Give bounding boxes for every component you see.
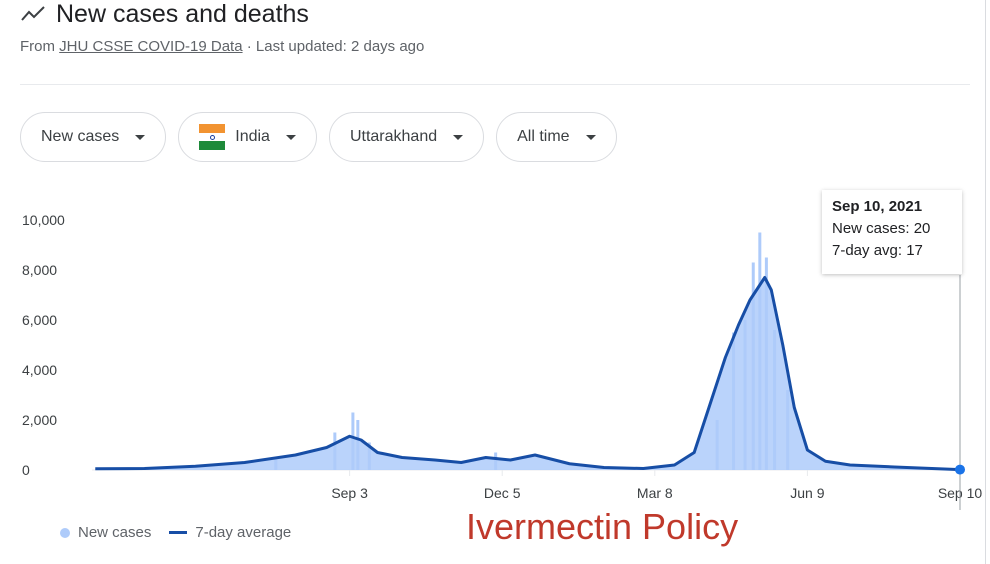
new-cases-bar	[367, 442, 371, 470]
metric-dropdown-label: New cases	[41, 128, 120, 145]
y-tick-label: 2,000	[22, 412, 57, 428]
new-cases-bar	[773, 330, 777, 470]
seven-day-average-line	[95, 276, 961, 472]
y-tick-label: 10,000	[22, 212, 65, 228]
cases-chart[interactable]: 0 2,000 4,000 6,000 8,000 10,000 Sep 3 Dec 5 Mar…	[0, 185, 990, 515]
y-tick-label: 0	[22, 462, 30, 478]
x-tick-label: Dec 5	[484, 485, 521, 501]
new-cases-bar	[786, 390, 790, 470]
chevron-down-icon	[453, 134, 464, 140]
new-cases-bar	[732, 332, 736, 470]
divider	[20, 84, 970, 85]
chevron-down-icon	[585, 134, 596, 140]
new-cases-bar	[351, 412, 355, 470]
india-flag-icon	[199, 124, 226, 151]
x-tick-label: Mar 8	[637, 485, 673, 501]
new-cases-area	[95, 277, 960, 470]
tooltip-new-cases: New cases: 20	[832, 220, 931, 237]
overlay-caption: Ivermectin Policy	[466, 506, 739, 547]
x-tick-label: Jun 9	[790, 485, 824, 501]
new-cases-bar	[333, 432, 337, 470]
legend-dot-icon	[60, 527, 70, 538]
legend-new-cases-label: New cases	[78, 524, 152, 541]
region-dropdown-label: Uttarakhand	[349, 128, 438, 145]
country-dropdown-label: India	[235, 128, 270, 145]
time-range-dropdown-label: All time	[517, 128, 570, 145]
legend-7day: 7-day average	[169, 524, 291, 541]
header: New cases and deaths	[20, 0, 309, 28]
legend-new-cases: New cases	[60, 524, 151, 541]
time-range-dropdown[interactable]: All time	[496, 112, 617, 162]
y-tick-label: 4,000	[22, 362, 57, 378]
tooltip-date: Sep 10, 2021	[832, 198, 923, 215]
chevron-down-icon	[135, 134, 146, 140]
new-cases-bar	[764, 257, 768, 470]
card-border	[985, 0, 986, 564]
source-line: From JHU CSSE COVID-19 Data · Last updat…	[20, 38, 424, 55]
region-dropdown[interactable]: Uttarakhand	[328, 112, 485, 162]
country-dropdown[interactable]: India	[178, 112, 317, 162]
chart-tooltip: Sep 10, 2021 New cases: 20 7-day avg: 17	[822, 190, 962, 274]
legend-line-icon	[169, 531, 188, 534]
new-cases-bar	[751, 262, 755, 470]
page-title: New cases and deaths	[56, 0, 309, 28]
new-cases-bar	[743, 320, 747, 470]
filter-bar: New cases India Uttarakhand All time	[20, 112, 617, 162]
hover-marker	[955, 464, 965, 475]
y-tick-label: 6,000	[22, 312, 57, 328]
source-prefix: From	[20, 38, 55, 55]
tooltip-avg: 7-day avg: 17	[832, 242, 923, 259]
y-tick-label: 8,000	[22, 262, 57, 278]
source-link[interactable]: JHU CSSE COVID-19 Data	[59, 38, 243, 55]
chart-legend: New cases 7-day average	[60, 524, 291, 541]
new-cases-bar	[356, 420, 360, 470]
metric-dropdown[interactable]: New cases	[20, 112, 167, 162]
new-cases-bar	[274, 457, 278, 470]
new-cases-bar	[758, 232, 762, 470]
new-cases-bar	[494, 452, 498, 470]
chevron-down-icon	[285, 134, 296, 140]
legend-7day-label: 7-day average	[195, 524, 292, 541]
x-tick-label: Sep 3	[331, 485, 368, 501]
last-updated: · Last updated: 2 days ago	[246, 38, 425, 55]
new-cases-bar	[715, 420, 719, 470]
trend-icon	[21, 6, 45, 21]
